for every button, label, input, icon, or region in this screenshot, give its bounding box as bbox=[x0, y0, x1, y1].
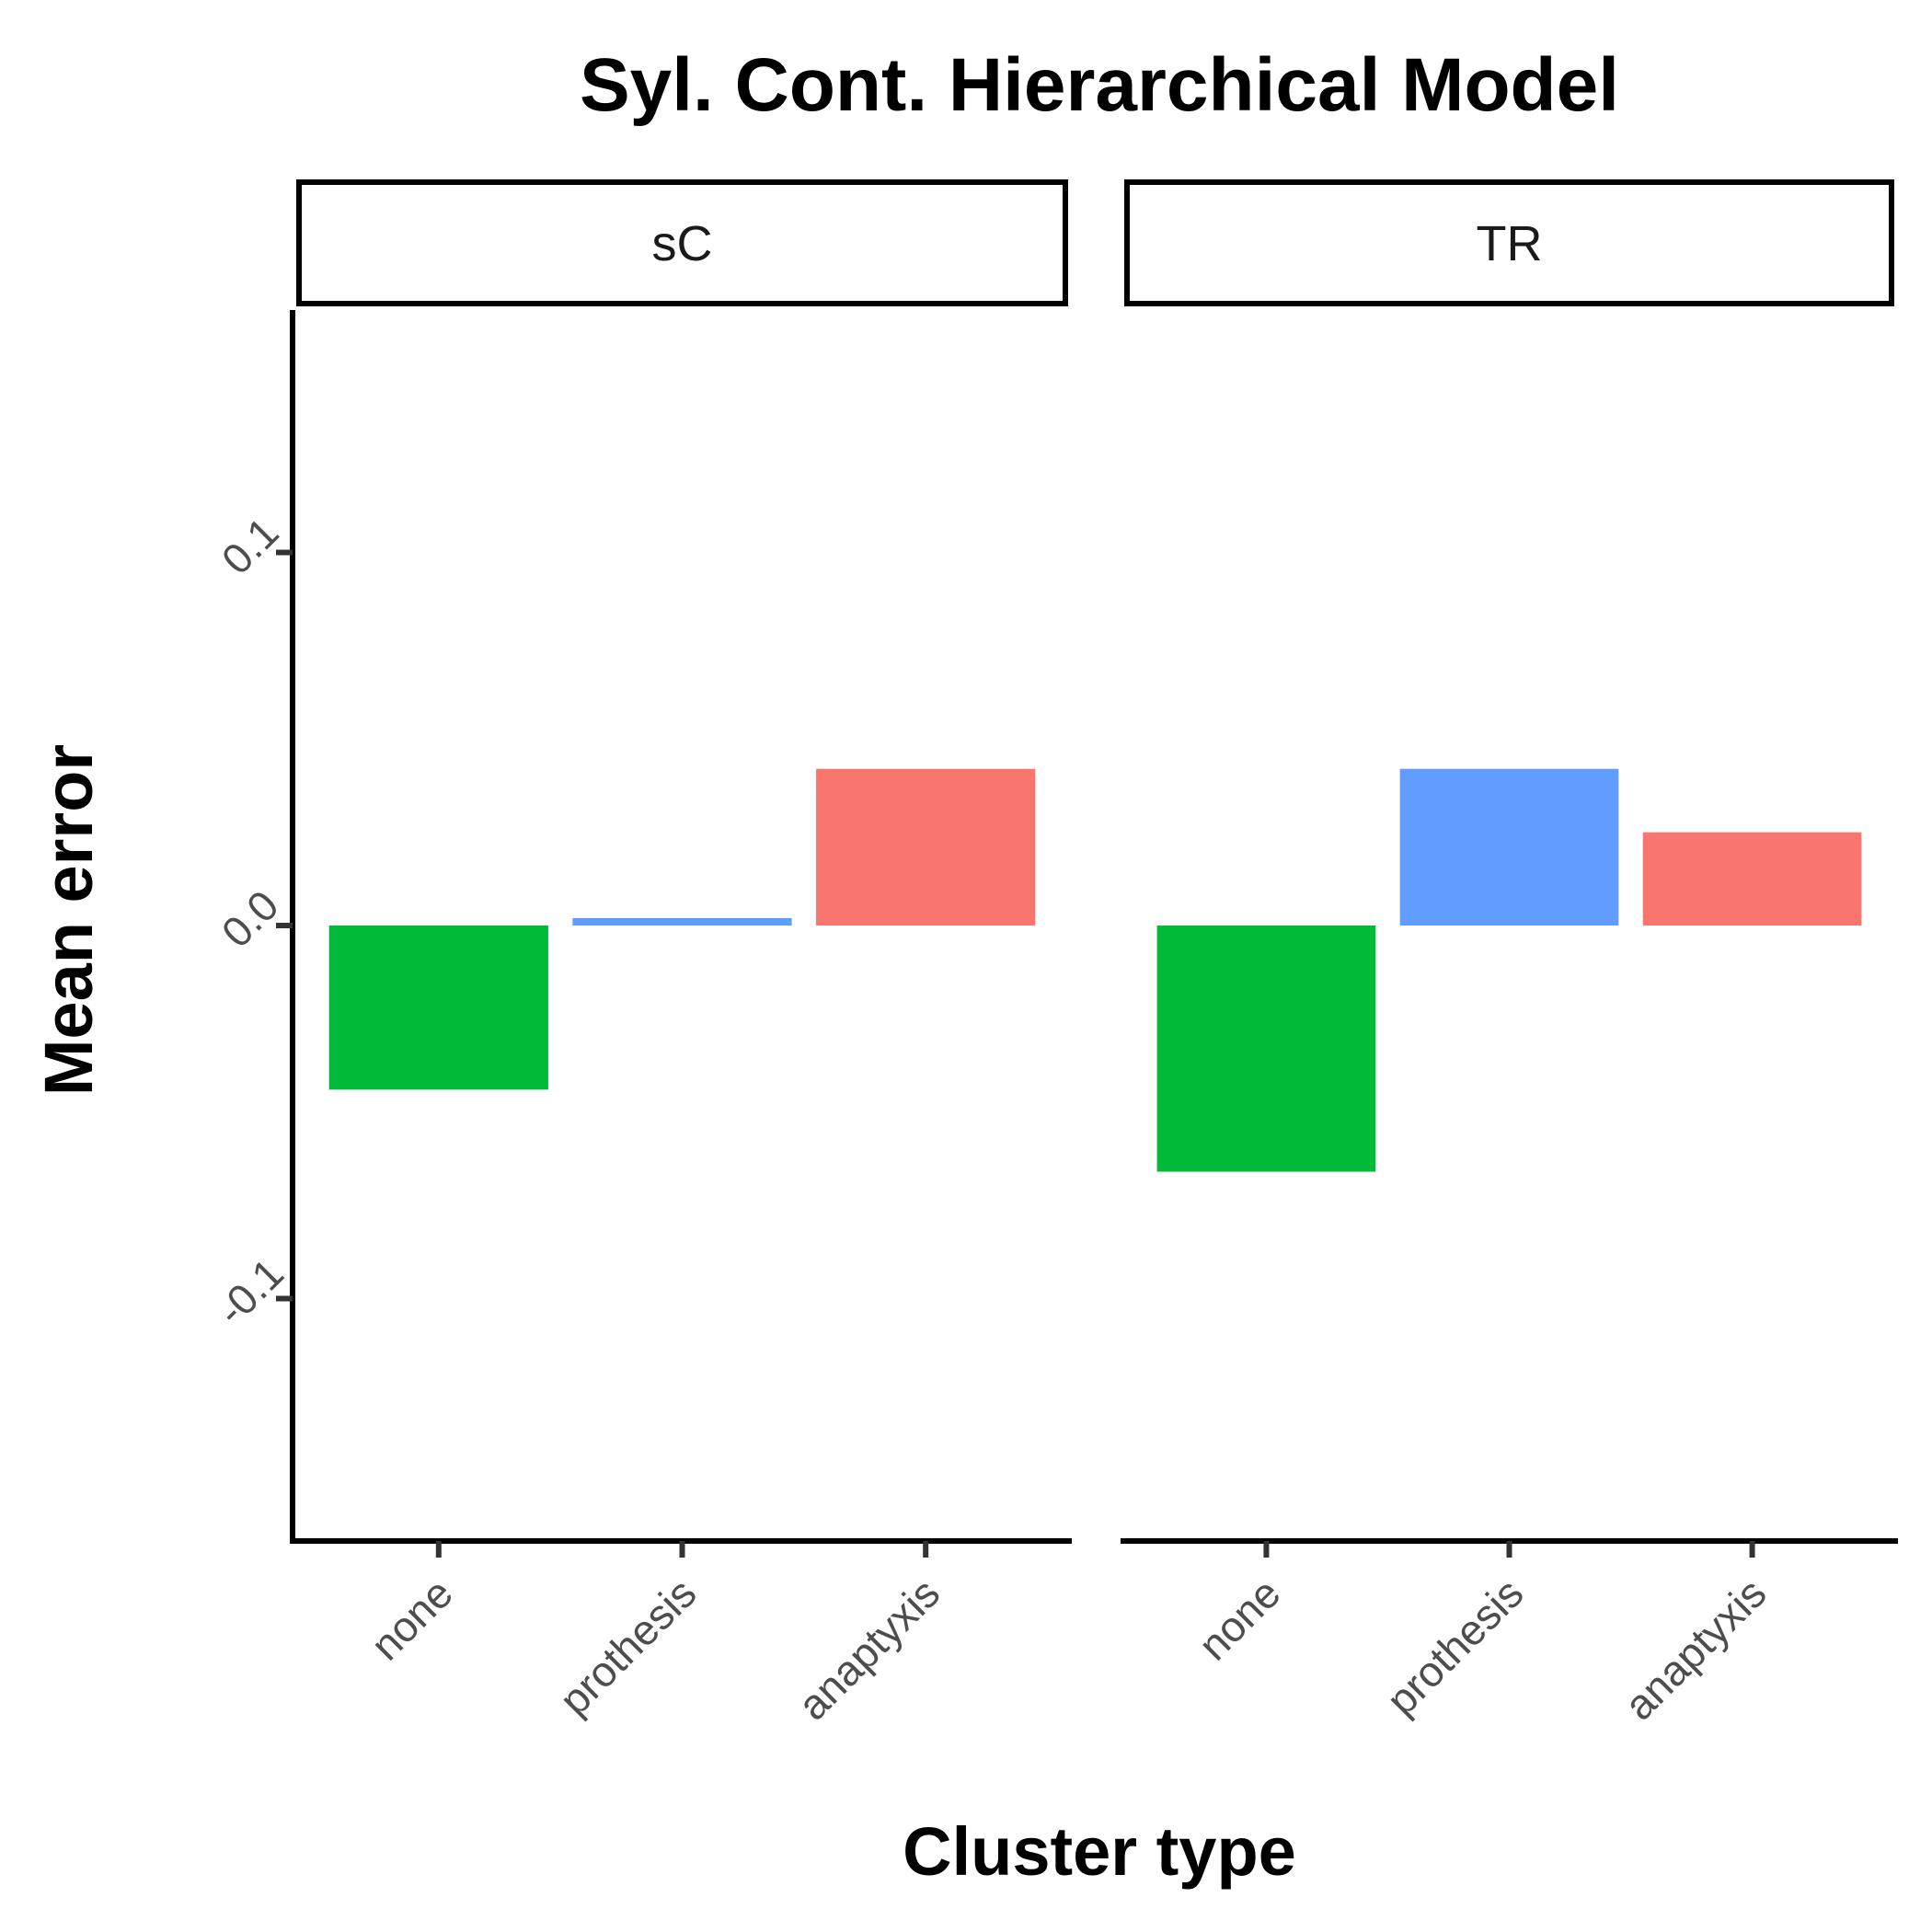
bar-anaptyxis bbox=[816, 768, 1036, 926]
y-tick-label: 0.1 bbox=[213, 508, 288, 583]
bar-prothesis bbox=[572, 917, 792, 926]
chart-title: Syl. Cont. Hierarchical Model bbox=[580, 43, 1619, 127]
x-tick-label: none bbox=[1189, 1569, 1289, 1669]
facet-sc: sC none prothesis anaptyxis -0.1 0.0 0.1 bbox=[207, 179, 1072, 1729]
facet-label: sC bbox=[652, 216, 713, 271]
x-tick-label: prothesis bbox=[1377, 1569, 1533, 1724]
x-tick-label: none bbox=[362, 1569, 462, 1669]
facet-strip bbox=[296, 179, 1068, 306]
facet-tr: TR none prothesis anaptyxis bbox=[1121, 179, 1898, 1729]
bar-anaptyxis bbox=[1642, 832, 1862, 926]
facet-strip bbox=[1124, 179, 1894, 306]
y-tick-label: 0.0 bbox=[213, 881, 288, 957]
y-axis-title: Mean error bbox=[30, 744, 107, 1096]
y-tick-label: -0.1 bbox=[207, 1249, 293, 1335]
bar-none bbox=[328, 926, 548, 1090]
bar-prothesis bbox=[1399, 768, 1619, 926]
x-tick-label: anaptyxis bbox=[1615, 1569, 1775, 1729]
x-axis-title: Cluster type bbox=[903, 1813, 1296, 1890]
x-tick-label: prothesis bbox=[550, 1569, 706, 1724]
bar-none bbox=[1156, 926, 1376, 1172]
facet-label: TR bbox=[1477, 216, 1543, 271]
x-tick-label: anaptyxis bbox=[788, 1569, 949, 1729]
